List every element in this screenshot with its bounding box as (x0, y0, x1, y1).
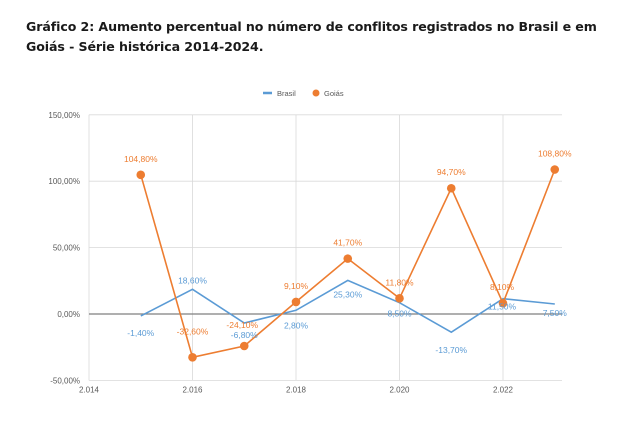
y-tick-label: 50,00% (53, 244, 80, 253)
data-label-brasil: 25,30% (333, 289, 362, 299)
data-label-goias: 9,10% (284, 281, 309, 291)
x-tick-label: 2.020 (389, 385, 410, 394)
x-tick-label: 2.016 (182, 385, 203, 394)
x-tick-label: 2.022 (493, 385, 514, 394)
data-label-brasil: 11,50% (488, 302, 517, 312)
data-label-goias: 8,10% (490, 282, 515, 292)
data-labels: -1,40% 104,80% 18,60% -32,60% -6,80%-24,10% 2… (124, 149, 572, 356)
data-point (550, 165, 560, 174)
data-point (239, 341, 249, 351)
data-label-brasil: -1,40% (127, 328, 154, 338)
y-tick-label: 100,00% (48, 177, 80, 186)
data-label-brasil: -6,80% (231, 330, 258, 340)
chart-title: Gráfico 2: Aumento percentual no número … (26, 19, 597, 54)
data-label-goias: 108,80% (538, 149, 572, 159)
data-label-brasil: 2,80% (284, 320, 309, 330)
y-tick-label: 0,00% (57, 310, 80, 319)
series (136, 165, 560, 362)
legend-brasil-label: Brasil (277, 89, 296, 98)
data-label-goias: 11,80% (385, 277, 414, 287)
data-label-brasil: 8,50% (387, 309, 412, 319)
data-label-goias: -24,10% (226, 320, 258, 330)
data-point (188, 352, 197, 362)
grid (88, 114, 562, 381)
data-point (395, 294, 404, 303)
data-point (446, 183, 456, 193)
y-tick-label: -50,00% (50, 376, 80, 385)
data-point (291, 297, 301, 307)
data-label-goias: 104,80% (124, 154, 158, 164)
data-label-goias: 41,70% (333, 238, 362, 248)
series-line-brasil (140, 279, 555, 334)
data-label-brasil: 7,50% (543, 308, 568, 318)
data-point (498, 298, 508, 308)
legend: Brasil Goiás (263, 89, 344, 98)
data-label-goias: 94,70% (437, 167, 466, 177)
legend-goias-label: Goiás (324, 89, 344, 98)
data-label-brasil: -13,70% (435, 345, 467, 355)
y-tick-label: 150,00% (48, 111, 80, 120)
data-point (136, 170, 146, 180)
legend-goias-icon (312, 89, 320, 97)
x-tick-label: 2.018 (286, 385, 307, 394)
data-point (343, 254, 353, 263)
x-tick-label: 2.014 (79, 385, 100, 394)
data-label-goias: -32,60% (177, 326, 209, 336)
data-label-brasil: 18,60% (178, 275, 207, 285)
axes: -50,00% 0,00% 50,00% 100,00% 150,00% 2.014 2.0… (48, 111, 562, 394)
